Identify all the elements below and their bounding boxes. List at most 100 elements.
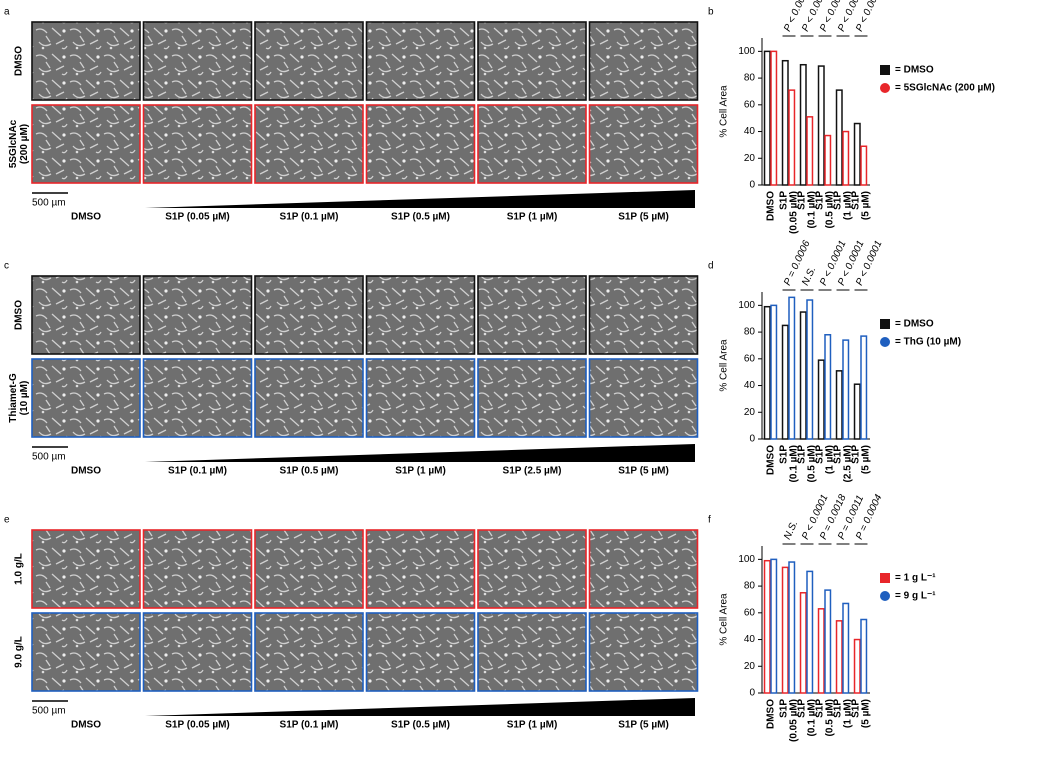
micrograph: [142, 612, 253, 692]
x-tick-label: S1P: [815, 445, 826, 464]
legend-marker: [880, 83, 890, 93]
x-tick-label: (1 µM): [825, 445, 836, 474]
column-label: S1P (0.05 µM): [165, 212, 230, 223]
y-tick-label: 80: [744, 581, 756, 592]
x-tick-label: (5 µM): [861, 191, 872, 220]
y-tick-label: 80: [744, 327, 756, 338]
micrograph: [31, 104, 141, 184]
micrograph: [31, 21, 141, 101]
bar: [860, 145, 868, 186]
x-tick-label: S1P: [833, 445, 844, 464]
x-tick-label: (2.5 µM): [843, 445, 854, 482]
micrograph: [254, 104, 364, 184]
bar: [770, 50, 778, 186]
column-label: S1P (0.05 µM): [165, 720, 230, 731]
bar: [806, 570, 814, 694]
column-label: S1P (2.5 µM): [503, 466, 562, 477]
bar: [842, 602, 850, 694]
bar: [799, 63, 807, 186]
legend-marker: [880, 65, 890, 75]
micrograph: [477, 275, 587, 355]
bar: [835, 370, 843, 440]
column-label: DMSO: [71, 466, 101, 477]
x-tick-label: (0.5 µM): [825, 699, 836, 736]
y-tick-label: 20: [744, 661, 756, 672]
panel-letter: c: [4, 261, 9, 272]
bar: [824, 334, 832, 440]
y-tick-label: 40: [744, 380, 756, 391]
bar: [781, 566, 789, 694]
y-tick-label: 0: [749, 180, 755, 191]
legend-label: = 5SGlcNAc (200 µM): [895, 83, 995, 94]
y-tick-label: 80: [744, 73, 756, 84]
legend-label: = DMSO: [895, 65, 934, 76]
legend-label: = 9 g L⁻¹: [895, 591, 936, 602]
column-label: S1P (5 µM): [618, 720, 669, 731]
column-label: S1P (1 µM): [507, 720, 558, 731]
x-tick-label: (0.05 µM): [789, 699, 800, 742]
x-tick-label: S1P: [851, 191, 862, 210]
x-tick-label: S1P: [797, 445, 808, 464]
bar: [853, 638, 861, 694]
legend-label: = ThG (10 µM): [895, 337, 961, 348]
column-label: S1P (5 µM): [618, 212, 669, 223]
bar: [806, 116, 814, 186]
micrograph: [31, 529, 141, 609]
micrograph: [588, 275, 699, 355]
micrograph: [477, 104, 587, 184]
bar: [824, 134, 832, 186]
bar: [788, 89, 796, 186]
panel-letter: d: [708, 261, 714, 272]
micrograph: [31, 358, 141, 438]
legend-marker: [880, 591, 890, 601]
x-tick-label: (0.5 µM): [825, 191, 836, 228]
column-label: S1P (0.1 µM): [168, 466, 227, 477]
bar: [763, 305, 771, 440]
column-label: DMSO: [71, 212, 101, 223]
x-tick-label: S1P: [815, 699, 826, 718]
row-label: DMSO: [14, 46, 25, 76]
x-tick-label: S1P: [851, 699, 862, 718]
column-label: S1P (1 µM): [507, 212, 558, 223]
x-tick-label: (0.1 µM): [807, 191, 818, 228]
significance-label: N.S.: [800, 265, 818, 287]
micrograph: [365, 104, 476, 184]
bar: [770, 558, 778, 694]
legend-marker: [880, 319, 890, 329]
bar: [817, 65, 825, 186]
column-label: DMSO: [71, 720, 101, 731]
micrograph: [477, 21, 587, 101]
x-tick-label: (5 µM): [861, 445, 872, 474]
legend-marker: [880, 337, 890, 347]
bar: [853, 383, 861, 440]
bar: [781, 59, 789, 186]
panel-letter: b: [708, 7, 714, 18]
x-tick-label: S1P: [851, 445, 862, 464]
column-label: S1P (0.1 µM): [280, 720, 339, 731]
y-axis-title: % Cell Area: [719, 593, 730, 646]
y-tick-label: 100: [738, 46, 755, 57]
micrograph: [142, 358, 253, 438]
row-label: 9.0 g/L: [14, 636, 25, 668]
row-label: DMSO: [14, 300, 25, 330]
micrograph: [588, 358, 699, 438]
row-label: (200 µM): [19, 124, 30, 164]
legend-marker: [880, 573, 890, 583]
x-tick-label: S1P: [797, 699, 808, 718]
micrograph: [254, 21, 364, 101]
significance-label: N.S.: [782, 519, 800, 541]
bar: [835, 620, 843, 694]
y-axis-title: % Cell Area: [719, 339, 730, 392]
bar: [763, 559, 771, 694]
bar: [763, 50, 771, 186]
y-tick-label: 60: [744, 99, 756, 110]
y-tick-label: 100: [738, 300, 755, 311]
micrograph: [365, 612, 476, 692]
y-tick-label: 0: [749, 688, 755, 699]
bar: [799, 311, 807, 440]
x-tick-label: S1P: [779, 191, 790, 210]
bar: [799, 592, 807, 694]
micrograph: [588, 612, 699, 692]
x-tick-label: (0.1 µM): [807, 699, 818, 736]
